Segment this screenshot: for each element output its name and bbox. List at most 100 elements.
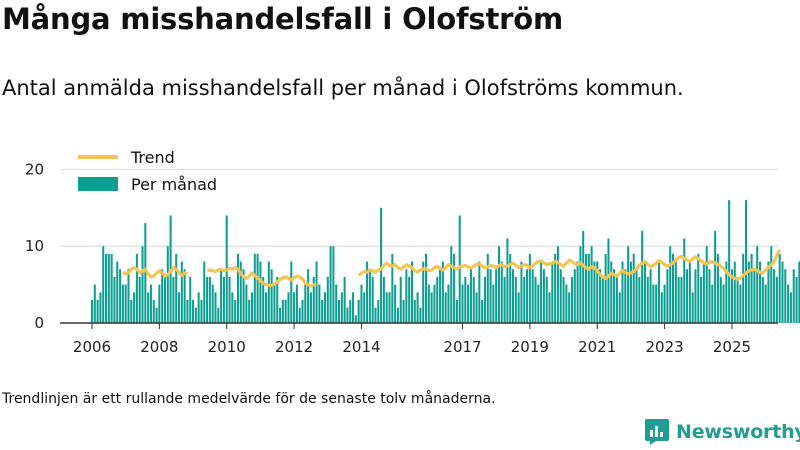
month-bar [607,238,610,323]
month-bar [363,292,366,323]
month-bar [158,284,161,323]
month-bar [354,315,357,323]
month-bar [683,238,686,323]
month-bar [422,261,425,323]
month-bar [497,246,501,323]
month-bar [554,253,557,323]
month-bar [753,269,756,323]
month-bar [385,292,388,323]
x-tick-label: 2010 [208,338,246,356]
month-bar [663,284,666,323]
month-bar [545,276,548,323]
month-bar [795,276,798,323]
month-bar [231,292,234,323]
month-bar [702,261,705,323]
month-bar [256,253,259,323]
month-bar [433,284,436,323]
month-bar [506,238,509,323]
month-bar [798,261,800,323]
legend-trend-label: Trend [130,148,175,167]
month-bar [500,261,503,323]
month-bar [582,230,585,323]
month-bar [680,276,683,323]
month-bar [559,269,562,323]
month-bar [425,253,428,323]
month-bar [396,307,399,323]
month-bar [377,299,380,323]
x-tick-label: 2019 [511,338,549,356]
gridlines [60,168,778,247]
month-bar [163,276,166,323]
month-bar [155,307,158,323]
month-bar [340,292,343,323]
month-bar [475,292,478,323]
month-bar [439,269,442,323]
month-bar [371,276,374,323]
month-bar [166,246,169,323]
month-bar [290,261,293,323]
month-bar [326,276,329,323]
y-tick-label: 0 [34,314,44,332]
month-bar [374,307,377,323]
chart-subtitle: Antal anmälda misshandelsfall per månad … [2,76,684,100]
month-bar [503,276,506,323]
month-bar [489,269,492,323]
month-bar [368,269,371,323]
month-bar [655,284,658,323]
month-bar [405,269,408,323]
month-bar [332,246,335,323]
month-bar [127,269,130,323]
month-bar [520,261,523,323]
month-bar [540,261,543,323]
month-bar [394,284,397,323]
month-bar [784,269,787,323]
month-bar [781,261,784,323]
month-bar [453,253,456,323]
legend-per-month-swatch [78,177,118,191]
month-bar [787,284,790,323]
month-bar [382,276,385,323]
month-bar [175,253,178,323]
month-bar [576,261,579,323]
month-bar [357,299,360,323]
month-bar [152,299,155,323]
month-bar [730,269,733,323]
month-bar [267,261,270,323]
month-bar [722,284,725,323]
month-bar [657,261,660,323]
month-bar [764,284,767,323]
month-bar [517,292,520,323]
month-bar [618,292,621,323]
month-bar [360,284,363,323]
month-bar [542,269,545,323]
month-bar [307,269,310,323]
month-bar [259,261,262,323]
x-tick-label: 2012 [275,338,313,356]
month-bar [613,269,616,323]
month-bar [93,284,96,323]
month-bar [197,292,200,323]
newsworthy-logo[interactable]: Newsworthy [644,418,800,446]
month-bar [279,307,282,323]
month-bar [562,276,565,323]
month-bar [523,276,526,323]
month-bar [222,276,225,323]
month-bar [335,284,338,323]
month-bar [337,299,341,323]
month-bar [441,261,444,323]
month-bar [113,276,116,323]
month-bar [714,230,717,323]
month-bar [270,269,273,323]
x-tick-label: 2021 [578,338,616,356]
month-bar [643,261,646,323]
month-bar [236,253,239,323]
month-bar [593,261,596,323]
month-bar [775,276,778,323]
month-bar [208,276,211,323]
month-bar [773,269,776,323]
month-bar [90,299,94,323]
month-bar [410,261,413,323]
month-bar [531,269,534,323]
month-bar [461,284,464,323]
month-bar [744,200,748,323]
